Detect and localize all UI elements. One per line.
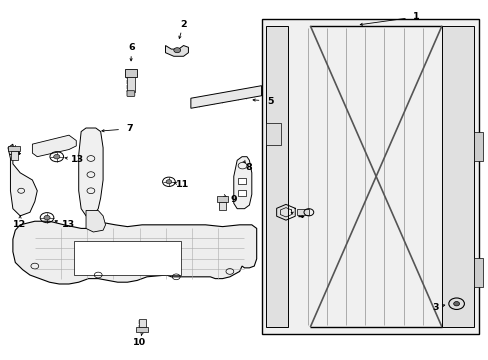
- Circle shape: [166, 180, 171, 184]
- Bar: [238, 190, 245, 196]
- Bar: [136, 327, 148, 332]
- Bar: [266, 123, 281, 145]
- Text: 10: 10: [133, 338, 146, 347]
- Bar: [261, 19, 478, 334]
- Bar: [473, 132, 483, 161]
- Bar: [441, 26, 473, 327]
- Text: 7: 7: [126, 124, 133, 133]
- Polygon shape: [79, 128, 103, 216]
- Text: 11: 11: [176, 180, 189, 189]
- Polygon shape: [86, 211, 105, 232]
- Text: 3: 3: [431, 303, 438, 312]
- Polygon shape: [13, 221, 256, 284]
- Text: 8: 8: [244, 163, 251, 172]
- Circle shape: [44, 215, 50, 220]
- Polygon shape: [165, 45, 188, 56]
- Bar: [296, 210, 308, 215]
- Bar: [139, 319, 145, 327]
- Text: 13: 13: [61, 220, 74, 229]
- Bar: [238, 178, 245, 184]
- Polygon shape: [8, 144, 37, 216]
- Text: 2: 2: [180, 19, 186, 28]
- Bar: [8, 146, 20, 151]
- Bar: [124, 69, 137, 77]
- Circle shape: [173, 48, 180, 53]
- Circle shape: [54, 154, 60, 159]
- Polygon shape: [32, 135, 76, 157]
- Text: 4: 4: [297, 211, 303, 220]
- Text: 14: 14: [9, 148, 22, 157]
- Circle shape: [453, 302, 459, 306]
- Bar: [266, 26, 288, 327]
- Text: 9: 9: [230, 195, 237, 204]
- Text: 6: 6: [128, 43, 134, 52]
- Polygon shape: [190, 86, 261, 108]
- Text: 1: 1: [412, 12, 419, 21]
- Bar: [216, 196, 228, 202]
- Bar: [473, 258, 483, 287]
- Bar: [219, 202, 225, 210]
- Bar: [74, 241, 181, 275]
- Text: 13: 13: [71, 155, 84, 164]
- Text: 12: 12: [13, 220, 26, 229]
- FancyBboxPatch shape: [127, 91, 135, 96]
- Bar: [11, 151, 18, 159]
- Text: 5: 5: [266, 96, 273, 105]
- Polygon shape: [233, 157, 251, 209]
- Bar: [127, 77, 135, 92]
